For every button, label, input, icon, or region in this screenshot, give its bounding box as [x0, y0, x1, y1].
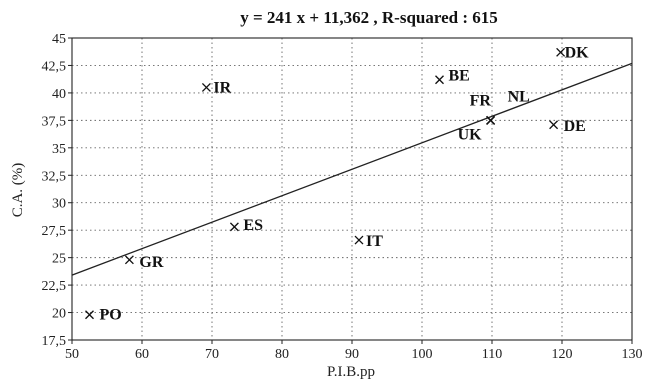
point-marker-stroke	[85, 310, 94, 320]
y-tick-label: 40	[52, 87, 66, 102]
point-label: DK	[565, 44, 590, 61]
x-axis-label: P.I.B.pp	[327, 364, 375, 380]
x-tick-label: 90	[345, 347, 359, 362]
data-point-it: IT	[354, 233, 383, 250]
point-label: IT	[366, 233, 383, 250]
data-point-be: BE	[435, 68, 470, 85]
point-marker-stroke	[435, 75, 444, 85]
x-tick-label: 100	[412, 347, 433, 362]
point-label: GR	[139, 254, 163, 271]
data-point-gr: GR	[124, 254, 164, 271]
point-label: FR	[470, 92, 492, 109]
point-label: NL	[508, 88, 530, 105]
y-tick-label: 42,5	[42, 59, 67, 74]
y-tick-label: 45	[52, 32, 66, 47]
point-marker-stroke	[354, 235, 364, 245]
y-tick-label: 32,5	[42, 169, 67, 184]
x-tick-label: 110	[482, 347, 502, 362]
x-tick-label: 70	[205, 347, 219, 362]
point-label: BE	[449, 68, 470, 85]
point-label: PO	[100, 307, 122, 324]
y-tick-label: 37,5	[42, 114, 67, 129]
x-tick-label: 60	[135, 347, 149, 362]
point-marker-stroke	[124, 255, 134, 265]
y-axis-ticks: 17,5 20 22,5 25 27,5 30 32,5 35 37,5 40 42,5 45	[42, 32, 72, 349]
y-tick-label: 20	[52, 307, 66, 322]
grid-lines	[72, 38, 632, 340]
data-point-po: PO	[85, 307, 122, 324]
point-label: DE	[564, 118, 586, 135]
point-marker-stroke	[486, 115, 496, 125]
point-marker-stroke	[556, 47, 566, 57]
point-label: ES	[243, 217, 263, 234]
data-point-es: ES	[229, 217, 263, 234]
x-tick-label: 120	[552, 347, 573, 362]
y-tick-label: 30	[52, 197, 66, 212]
y-tick-label: 17,5	[42, 334, 67, 349]
data-point-de: DE	[549, 118, 586, 135]
point-marker-stroke	[229, 222, 239, 232]
data-point-nl: NL	[486, 88, 530, 125]
trend-line	[71, 62, 633, 276]
y-axis-label: C.A. (%)	[10, 163, 26, 218]
y-tick-label: 35	[52, 142, 66, 157]
y-tick-label: 25	[52, 252, 66, 267]
x-axis-ticks: 50 60 70 80 90 100 110 120 130	[65, 340, 643, 362]
point-label: UK	[458, 126, 483, 143]
y-tick-label: 27,5	[42, 224, 67, 239]
chart-title: y = 241 x + 11,362 , R-squared : 615	[240, 8, 498, 27]
data-point-dk: DK	[556, 44, 590, 61]
point-marker-stroke	[201, 82, 211, 92]
data-point-uk: UK	[458, 115, 496, 143]
point-label: IR	[213, 79, 231, 96]
data-point-ir: IR	[201, 79, 232, 96]
point-marker-stroke	[549, 120, 559, 130]
x-tick-label: 50	[65, 347, 79, 362]
x-tick-label: 80	[275, 347, 289, 362]
y-tick-label: 22,5	[42, 279, 67, 294]
x-tick-label: 130	[622, 347, 643, 362]
